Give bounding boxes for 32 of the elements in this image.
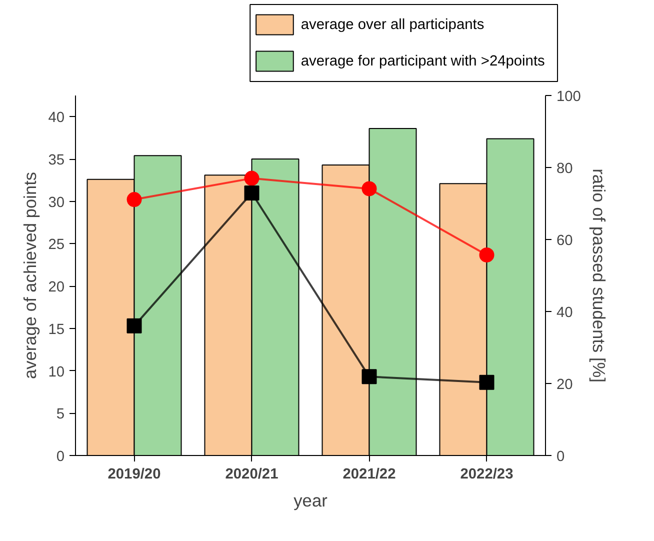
point: [126, 192, 142, 208]
x-tick-label: 2020/21: [225, 466, 278, 482]
x-tick-label: 2021/22: [342, 466, 396, 482]
y-tick-label: 5: [56, 406, 65, 423]
y-tick-label: 20: [48, 280, 65, 296]
y-tick-label: 25: [48, 237, 65, 254]
y2-tick-label: 20: [556, 377, 573, 393]
y-axis-title: average of achieved points: [20, 172, 40, 380]
y-tick-label: 30: [48, 194, 65, 211]
y-tick-label: 15: [48, 322, 65, 338]
y2-tick-label: 60: [556, 233, 573, 249]
point: [244, 170, 260, 186]
y2-tick-label: 100: [556, 89, 581, 105]
x-tick-label: 2019/20: [108, 466, 161, 482]
y2-axis-title: ratio of passed students [%]: [588, 168, 609, 382]
y-tick-label: 40: [48, 110, 65, 126]
point: [479, 247, 494, 262]
y2-tick-label: 80: [556, 161, 573, 177]
y2-tick-label: 40: [556, 305, 573, 321]
y-tick-label: 10: [48, 364, 65, 380]
legend-label: average for participant with >24points: [300, 53, 545, 70]
point: [362, 369, 377, 384]
y2-tick-label: 0: [556, 449, 565, 465]
point: [126, 318, 142, 334]
legend-label: average over all participants: [300, 16, 484, 33]
point: [479, 374, 494, 390]
y-tick-label: 35: [48, 152, 65, 169]
x-axis-title: year: [294, 490, 328, 510]
x-tick-label: 2022/23: [460, 466, 514, 482]
point: [362, 181, 377, 196]
y-tick-label: 0: [56, 449, 65, 465]
point: [244, 186, 260, 201]
